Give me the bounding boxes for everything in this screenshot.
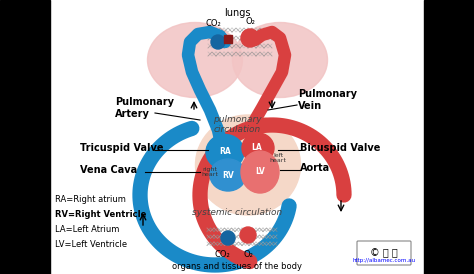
Ellipse shape [206,135,244,170]
Text: LA: LA [252,142,263,152]
Ellipse shape [195,115,301,215]
Text: RA=Right atrium: RA=Right atrium [55,195,126,204]
Text: organs and tissues of the body: organs and tissues of the body [172,262,302,271]
Text: LV: LV [255,167,265,176]
Text: RV=Right Ventricle: RV=Right Ventricle [55,210,146,219]
Bar [224,35,232,43]
Text: LV=Left Ventricle: LV=Left Ventricle [55,240,127,249]
Text: right
heart: right heart [201,167,219,177]
Ellipse shape [147,22,243,98]
Text: RA: RA [219,147,231,156]
Circle shape [221,231,235,245]
Circle shape [241,29,259,47]
Bar [0,0,50,274]
Text: CO₂: CO₂ [214,250,230,259]
Text: LA=Left Atrium: LA=Left Atrium [55,225,119,234]
Text: CO₂: CO₂ [205,19,221,28]
Ellipse shape [242,133,274,163]
Text: systemic circulation: systemic circulation [192,208,282,217]
Circle shape [211,35,225,49]
Bar [424,0,474,274]
Text: lungs: lungs [224,8,250,18]
Text: RV: RV [222,170,234,179]
Text: © ⓒ Ⓢ: © ⓒ Ⓢ [370,248,398,258]
Ellipse shape [210,159,246,191]
Text: Bicuspid Valve: Bicuspid Valve [300,143,380,153]
Text: Tricuspid Valve: Tricuspid Valve [80,143,164,153]
Text: Pulmonary
Vein: Pulmonary Vein [298,89,357,111]
Text: Pulmonary
Artery: Pulmonary Artery [115,97,174,119]
Ellipse shape [241,151,279,193]
Text: O₂: O₂ [245,17,255,26]
Text: left
heart: left heart [270,153,286,163]
FancyBboxPatch shape [357,241,411,265]
Text: O₂: O₂ [243,250,253,259]
Text: Vena Cava: Vena Cava [80,165,137,175]
Text: Aorta: Aorta [300,163,330,173]
Ellipse shape [233,22,328,98]
Text: http://albamec.com.au: http://albamec.com.au [353,258,416,263]
Circle shape [240,227,256,243]
Text: pulmonary
circulation: pulmonary circulation [213,115,261,135]
